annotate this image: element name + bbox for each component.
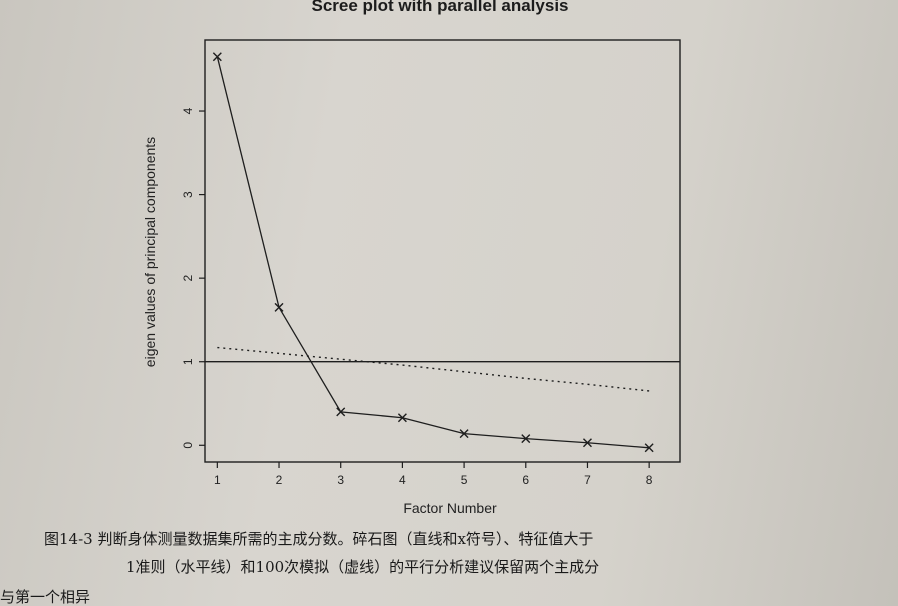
eigenvalue-point-marker: [397, 413, 407, 423]
chart-title: Scree plot with parallel analysis: [311, 0, 569, 15]
plot-frame: [204, 39, 681, 463]
body-text-fragment: 与第一个相异: [0, 588, 91, 606]
parallel-analysis-line: [217, 346, 650, 392]
eigenvalue-point-marker: [459, 429, 469, 439]
y-tick-label: 2: [181, 275, 195, 282]
x-tick-label: 3: [337, 473, 344, 487]
x-tick-label: 4: [399, 473, 406, 487]
x-axis-label: Factor Number: [403, 500, 497, 516]
eigenvalue-point-marker: [582, 438, 592, 448]
figure-caption-line-2: 1准则（水平线）和100次模拟（虚线）的平行分析建议保留两个主成分: [126, 558, 600, 576]
x-tick-label: 6: [522, 473, 529, 487]
x-tick-label: 5: [461, 473, 468, 487]
x-tick-label: 1: [214, 473, 221, 487]
eigenvalue-point-marker: [336, 407, 346, 417]
scree-line: [216, 56, 650, 449]
x-tick-label: 2: [276, 473, 283, 487]
y-tick-label: 1: [181, 358, 195, 365]
y-tick-label: 4: [181, 107, 195, 114]
eigenvalue-point-marker: [212, 52, 222, 62]
figure-caption-line-1: 图14-3 判断身体测量数据集所需的主成分数。碎石图（直线和x符号）、特征值大于: [44, 530, 594, 548]
x-tick-label: 7: [584, 473, 591, 487]
y-tick-label: 0: [181, 442, 195, 449]
y-tick-label: 3: [181, 191, 195, 198]
eigenvalue-point-marker: [521, 434, 531, 444]
x-tick-label: 8: [646, 473, 653, 487]
eigenvalue-point-marker: [274, 302, 284, 312]
eigenvalue-point-marker: [644, 443, 654, 453]
y-axis-label: eigen values of principal components: [142, 136, 158, 368]
